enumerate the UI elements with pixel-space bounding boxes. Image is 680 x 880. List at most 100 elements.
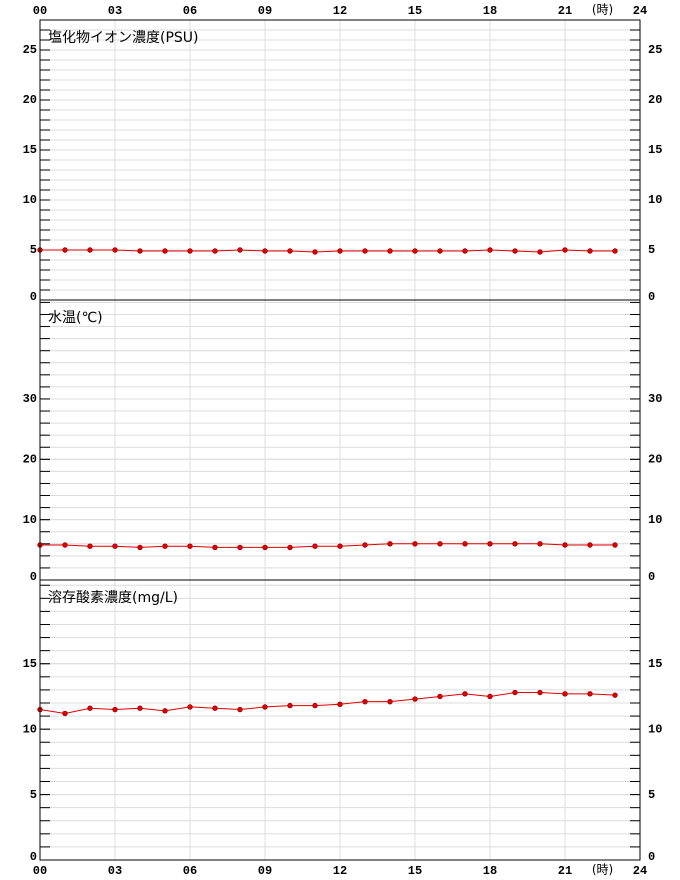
data-point [262,248,268,254]
x-tick-label: 24 [633,4,647,18]
data-point [237,706,243,713]
y-tick-label: 0 [30,850,37,864]
x-tick-label: 15 [408,864,422,878]
y2-tick-label: 15 [648,657,662,671]
data-point [537,541,543,547]
data-point [162,543,168,549]
data-point [537,689,543,696]
frame [39,19,641,861]
x-tick-label: 24 [633,864,647,878]
data-point [587,691,593,697]
data-point [612,248,618,254]
data-point [562,691,568,697]
y2-tick-label: 5 [648,243,655,257]
data-point [387,698,393,705]
y2-tick-label: 5 [648,788,655,802]
data-point [512,689,518,696]
series-line [40,543,615,548]
data-point [287,248,293,254]
data-point [262,544,268,551]
data-point [62,710,68,717]
y2-tick-label: 20 [648,452,662,466]
data-point [312,702,318,709]
y2-tick-label: 0 [648,290,655,304]
data-point [362,542,368,548]
x-tick-label: 03 [108,864,122,878]
y2-tick-label: 10 [648,513,662,527]
data-point [287,702,293,709]
data-point [462,541,468,547]
series-line [39,692,616,714]
data-point [212,705,218,711]
y2-tick-label: 20 [648,93,662,107]
series-line [40,249,615,253]
x-tick-label: 15 [408,4,422,18]
data-point [137,544,143,551]
data-point [387,541,393,547]
y-tick-label: 25 [23,43,37,57]
y-tick-label: 0 [30,570,37,584]
y2-tick-label: 30 [648,392,662,406]
data-point [62,542,68,548]
x-tick-label: 18 [483,864,497,878]
x-tick-label: 12 [333,4,347,18]
data-point [137,705,143,711]
x-tick-label: 12 [333,864,347,878]
data-point [487,693,493,700]
y-tick-label: 15 [23,143,37,157]
data-point [212,248,218,254]
data-point [387,248,393,254]
data-point [337,248,343,254]
data-point [87,247,93,253]
data-point [587,542,593,548]
y2-tick-label: 0 [648,850,655,864]
x-tick-label: 06 [183,864,197,878]
data-point [112,247,118,253]
x-tick-label: 21 [558,864,572,878]
y-tick-label: 10 [23,193,37,207]
y-tick-label: 10 [23,722,37,736]
y2-tick-label: 15 [648,143,662,157]
data-point [237,247,243,253]
x-tick-label: 00 [33,4,47,18]
data-point [212,544,218,551]
data-point [412,248,418,254]
x-tick-label: 09 [258,864,272,878]
panel-title: 塩化物イオン濃度(PSU) [48,30,199,46]
y2-tick-label: 10 [648,193,662,207]
y-tick-label: 0 [30,290,37,304]
y-tick-label: 20 [23,452,37,466]
x-tick-label: 03 [108,4,122,18]
data-point [312,543,318,549]
x-axis-unit: (時) [592,863,613,877]
x-tick-label: 18 [483,4,497,18]
data-point [287,544,293,551]
data-point [337,701,343,707]
data-point [237,544,243,551]
data-point [487,247,493,253]
data-point [512,541,518,547]
y-tick-label: 5 [30,788,37,802]
data-point [512,248,518,254]
data-point [487,541,493,547]
data-point [612,692,618,698]
data-point [437,693,443,700]
data-point [587,248,593,254]
data-point [162,708,168,714]
x-tick-label: 21 [558,4,572,18]
data-point [187,248,193,254]
data-point [362,248,368,254]
y-tick-label: 5 [30,243,37,257]
data-point [137,248,143,254]
data-point [187,543,193,549]
data-point [362,698,368,705]
y-tick-label: 20 [23,93,37,107]
data-point [612,542,618,548]
x-tick-label: 06 [183,4,197,18]
data-point [337,543,343,549]
y-tick-label: 10 [23,513,37,527]
data-point [112,543,118,549]
data-point [262,704,268,710]
x-tick-label: 00 [33,864,47,878]
y-tick-label: 15 [23,657,37,671]
